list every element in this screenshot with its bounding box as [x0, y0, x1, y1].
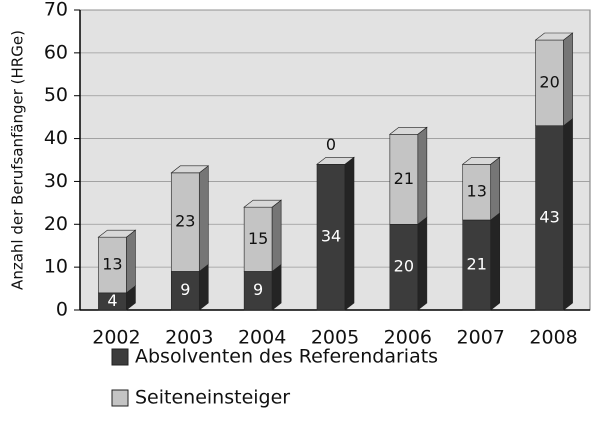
x-tick-label: 2004	[238, 327, 286, 349]
x-tick-label: 2008	[529, 327, 577, 349]
y-tick-label: 0	[56, 299, 68, 321]
bar-top	[316, 156, 355, 165]
bar-top	[170, 165, 210, 174]
value-label: 43	[539, 207, 559, 226]
bar-segment	[170, 271, 200, 311]
bar-side	[126, 229, 136, 294]
bar-top	[534, 32, 574, 41]
y-tick-label: 70	[44, 0, 68, 21]
x-tick-label: 2006	[384, 327, 432, 349]
bar-side	[198, 165, 209, 273]
value-label: 13	[467, 182, 487, 201]
bar-top	[97, 229, 137, 238]
bar-segment	[389, 223, 419, 311]
legend-swatch	[111, 348, 129, 366]
bar-segment	[243, 206, 273, 272]
value-label: 34	[321, 227, 341, 246]
value-label: 20	[539, 72, 559, 91]
x-tick-label: 2003	[165, 327, 213, 349]
bar-side	[271, 263, 282, 311]
bar-side	[563, 118, 573, 311]
bar-segment	[535, 125, 564, 311]
value-label: 23	[175, 212, 195, 231]
x-tick-label: 2005	[311, 327, 359, 349]
legend-label: Absolventen des Referendariats	[135, 346, 438, 368]
value-label: 13	[102, 255, 122, 274]
y-tick-label: 60	[44, 41, 68, 63]
x-tick-label: 2002	[92, 327, 140, 349]
bar-segment	[316, 163, 346, 311]
bar-side	[417, 126, 428, 225]
y-tick-label: 50	[44, 84, 68, 106]
value-label: 21	[394, 169, 414, 188]
bar-side	[198, 263, 209, 311]
bar-segment	[243, 271, 273, 311]
value-label: 4	[107, 291, 117, 310]
bar-side	[563, 32, 573, 127]
bar-segment	[389, 133, 419, 225]
y-axis-label: Anzahl der Berufsanfänger (HRGe)	[9, 30, 27, 290]
bar-side	[344, 156, 355, 311]
legend-label: Seiteneinsteiger	[135, 387, 290, 409]
bar-top	[461, 156, 501, 165]
value-label: 9	[253, 280, 263, 299]
bar-side	[271, 199, 282, 273]
x-tick-label: 2007	[457, 327, 505, 349]
y-tick-label: 20	[44, 213, 68, 235]
value-label: 9	[180, 280, 190, 299]
value-label: 21	[467, 255, 487, 274]
y-tick-label: 10	[44, 256, 68, 278]
legend-swatch	[111, 389, 129, 407]
bar-segment	[98, 236, 127, 294]
bar-side	[417, 216, 428, 311]
bar-top	[388, 126, 428, 135]
bar-side	[490, 212, 501, 311]
value-label: 15	[248, 229, 268, 248]
y-tick-label: 40	[44, 127, 68, 149]
value-label: 0	[326, 135, 336, 154]
bar-top	[243, 199, 283, 208]
bar-side	[490, 156, 501, 221]
value-label: 20	[394, 257, 414, 276]
y-tick-label: 30	[44, 170, 68, 192]
